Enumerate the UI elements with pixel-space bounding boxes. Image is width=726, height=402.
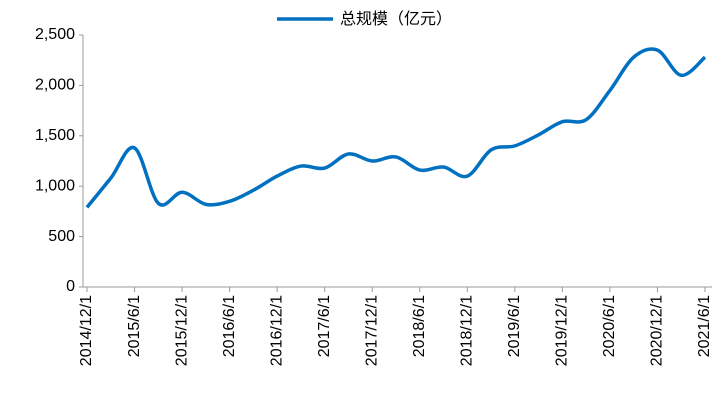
y-tick-label: 1,000 xyxy=(35,177,75,194)
x-tick-label: 2014/12/1 xyxy=(78,295,95,366)
x-tick-label: 2019/12/1 xyxy=(554,295,571,366)
legend-label: 总规模（亿元） xyxy=(340,10,452,28)
x-tick-label: 2017/6/1 xyxy=(316,295,333,357)
x-tick-label: 2020/12/1 xyxy=(649,295,666,366)
x-tick-label: 2016/6/1 xyxy=(221,295,238,357)
y-tick-label: 2,000 xyxy=(35,77,75,94)
x-tick-label: 2015/6/1 xyxy=(126,295,143,357)
series-line xyxy=(85,47,707,209)
x-tick-label: 2020/6/1 xyxy=(601,295,618,357)
x-tick-label: 2018/12/1 xyxy=(459,295,476,366)
y-tick-label: 500 xyxy=(48,228,75,245)
x-tick-label: 2018/6/1 xyxy=(411,295,428,357)
y-tick-label: 0 xyxy=(66,278,75,295)
x-tick-label: 2019/6/1 xyxy=(506,295,523,357)
y-tick-label: 1,500 xyxy=(35,127,75,144)
y-tick-label: 2,500 xyxy=(35,26,75,43)
x-tick-label: 2015/12/1 xyxy=(173,295,190,366)
x-tick-label: 2021/6/1 xyxy=(696,295,713,357)
x-tick-label: 2016/12/1 xyxy=(268,295,285,366)
x-tick-label: 2017/12/1 xyxy=(363,295,380,366)
